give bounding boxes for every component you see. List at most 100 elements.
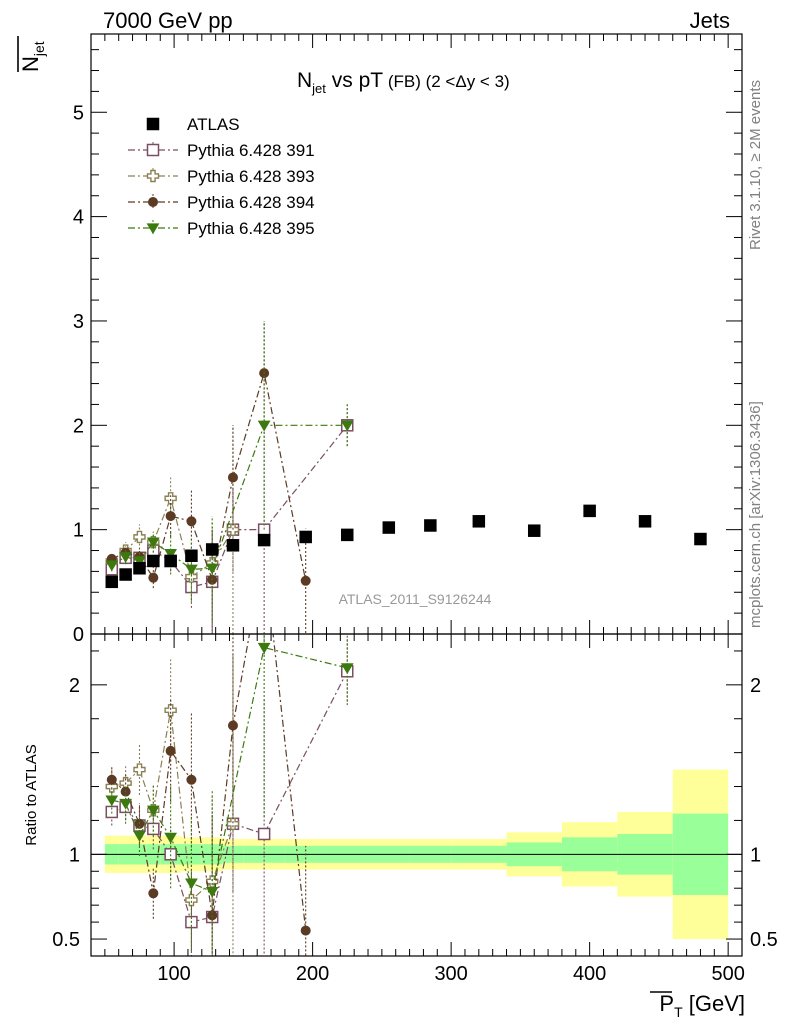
legend-item-pythia-6-428-395: Pythia 6.428 395 <box>128 219 315 238</box>
legend-label: Pythia 6.428 391 <box>187 141 315 160</box>
main-series-pythia-6-428-395 <box>105 320 354 621</box>
legend-item-pythia-6-428-393: Pythia 6.428 393 <box>128 167 315 186</box>
data-point <box>119 798 133 810</box>
data-point <box>148 572 159 583</box>
legend-marker <box>146 143 160 157</box>
data-point <box>186 774 197 785</box>
main-series-atlas <box>105 504 707 589</box>
data-point <box>300 925 311 936</box>
legend-item-pythia-6-428-391: Pythia 6.428 391 <box>128 141 315 160</box>
data-point <box>382 521 396 534</box>
x-tick-label: 300 <box>434 963 467 985</box>
data-point <box>638 515 652 528</box>
series-line <box>111 634 307 931</box>
data-point <box>164 832 178 844</box>
data-point <box>164 704 177 717</box>
data-point <box>119 568 132 581</box>
legend-label: Pythia 6.428 394 <box>187 193 315 212</box>
legend-label: Pythia 6.428 395 <box>187 219 315 238</box>
data-point <box>164 549 178 560</box>
y-tick-label: 4 <box>73 207 84 229</box>
data-point <box>205 563 219 575</box>
ratio-y-tick-label: 1 <box>750 844 761 866</box>
data-point <box>227 720 238 731</box>
ratio-y-tick-label: 0.5 <box>52 929 80 951</box>
main-y-axis-label: Njet <box>17 36 47 72</box>
data-point <box>257 533 271 547</box>
data-point <box>105 780 118 793</box>
data-point <box>146 805 160 817</box>
energy-label: 7000 GeV pp <box>103 8 233 33</box>
rivet-version-label: Rivet 3.1.10, ≥ 2M events <box>747 80 764 250</box>
y-tick-label: 1 <box>73 520 84 542</box>
data-point <box>340 528 354 542</box>
mcplots-reference-label: mcplots.cern.ch [arXiv:1306.3436] <box>747 401 764 628</box>
ratio-frame <box>90 633 743 957</box>
data-point <box>205 543 219 556</box>
ratio-y-tick-label: 0.5 <box>750 929 778 951</box>
data-point <box>226 539 240 552</box>
ratio-series-pythia-6-428-395 <box>105 634 354 956</box>
data-point <box>257 827 271 841</box>
data-point <box>133 831 146 842</box>
x-tick-label: 400 <box>573 963 606 985</box>
data-point <box>164 554 177 568</box>
data-point <box>694 532 707 546</box>
data-point <box>165 745 176 756</box>
data-point <box>147 822 160 836</box>
svg-text:PT [GeV]: PT [GeV] <box>659 991 745 1020</box>
axis-ticks: 100 200 300 400 500 0 1 2 3 4 5 0.5 0.5 1 1 2 2 <box>52 34 778 985</box>
x-tick-label: 200 <box>296 963 329 985</box>
series-line <box>111 424 348 570</box>
data-point <box>185 564 198 576</box>
ratio-series-pythia-6-428-391 <box>105 637 354 956</box>
ratio-y-tick-label: 2 <box>750 675 761 697</box>
data-point <box>186 516 197 527</box>
data-point <box>340 420 354 432</box>
data-point <box>105 795 119 807</box>
data-point <box>185 549 198 562</box>
y-tick-label: 5 <box>73 102 84 124</box>
y-tick-label: 2 <box>73 415 84 437</box>
data-point <box>164 492 177 505</box>
legend-marker <box>146 223 160 235</box>
data-point <box>257 420 271 432</box>
data-point <box>472 515 486 528</box>
legend-label: ATLAS <box>187 115 240 134</box>
data-point <box>106 774 117 785</box>
data-point <box>299 530 312 544</box>
x-tick-label: 500 <box>711 963 744 985</box>
main-series-pythia-6-428-391 <box>105 404 354 634</box>
data-point <box>147 554 160 568</box>
data-point <box>527 524 541 537</box>
data-point <box>105 560 119 572</box>
data-point <box>257 642 271 654</box>
legend-marker <box>146 169 160 183</box>
data-point <box>133 562 146 575</box>
series-line <box>111 372 307 582</box>
data-point <box>119 552 133 563</box>
data-point <box>583 504 596 518</box>
data-point <box>300 575 311 586</box>
legend-item-pythia-6-428-394: Pythia 6.428 394 <box>128 193 315 212</box>
ratio-y-tick-label: 2 <box>69 675 80 697</box>
data-point <box>148 888 159 899</box>
svg-text:Njet: Njet <box>18 41 47 72</box>
data-point <box>105 575 119 589</box>
ratio-series-layer <box>105 634 354 956</box>
data-point <box>226 817 240 831</box>
series-line <box>111 671 348 923</box>
data-point <box>185 893 198 907</box>
main-title: Njet vs pT (FB) (2 <Δy < 3) <box>297 69 510 96</box>
data-point <box>133 763 146 776</box>
legend-marker <box>146 117 160 131</box>
data-point <box>185 878 198 890</box>
x-axis-label: PT [GeV] <box>650 991 745 1020</box>
data-point <box>165 511 176 522</box>
legend-label: Pythia 6.428 393 <box>187 167 315 186</box>
data-point <box>340 663 354 675</box>
x-tick-label: 100 <box>157 963 190 985</box>
ratio-y-axis-label: Ratio to ATLAS <box>23 744 40 845</box>
